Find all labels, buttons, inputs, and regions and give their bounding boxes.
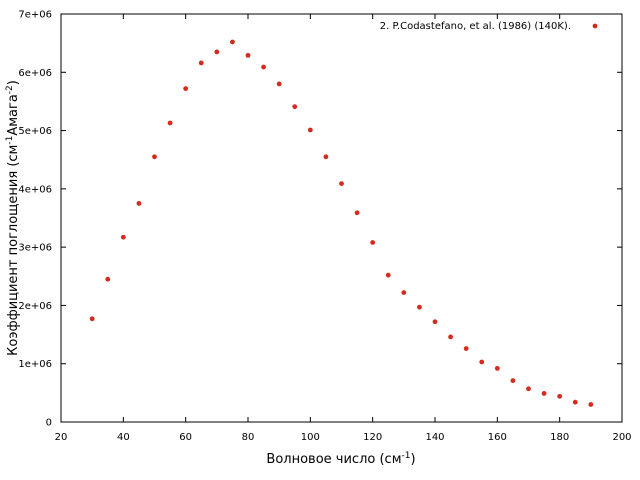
data-point: [214, 49, 220, 55]
data-point: [136, 201, 142, 206]
data-point: [339, 181, 344, 187]
x-axis: 20 40 60 80 100 120 140 160 180 200: [55, 14, 632, 443]
y-axis-title-sup2: -2: [5, 85, 15, 94]
y-axis-title-main: Коэффициент поглощения (см: [6, 145, 21, 356]
y-axis-title-mid: Амага: [6, 94, 21, 135]
y-axis-title: Коэффициент поглощения (см-1Амага-2): [5, 80, 21, 356]
legend-label: 2. P.Codastefano, et al. (1986) (140K).: [380, 21, 571, 32]
data-point: [323, 154, 329, 160]
x-tick-label: 100: [301, 432, 320, 443]
y-axis-title-tail: ): [6, 80, 21, 85]
legend: 2. P.Codastefano, et al. (1986) (140K).: [380, 21, 598, 32]
x-tick-label: 20: [55, 432, 68, 443]
y-tick-label: 0: [46, 418, 52, 429]
x-tick-label: 120: [363, 432, 382, 443]
data-point: [245, 52, 251, 58]
plot-frame: [60, 13, 623, 423]
y-tick-label: 6e+06: [18, 68, 52, 79]
data-point: [541, 391, 547, 396]
data-point: [354, 210, 360, 216]
data-point: [588, 402, 594, 407]
y-axis: 0 1e+06 2e+06 3e+06 4e+06 5e+06 6e+06 7e+06: [18, 10, 622, 429]
x-tick-label: 80: [242, 432, 255, 443]
x-tick-label: 200: [612, 432, 631, 443]
x-tick-label: 140: [425, 432, 444, 443]
data-point: [479, 359, 485, 365]
data-point: [370, 240, 376, 245]
data-point: [432, 319, 438, 325]
data-point: [261, 64, 266, 70]
data-point: [167, 120, 173, 126]
x-axis-title-tail: ): [410, 452, 415, 467]
data-point: [385, 272, 391, 278]
y-tick-label: 3e+06: [18, 243, 52, 254]
x-tick-label: 40: [117, 432, 130, 443]
data-point: [276, 81, 282, 87]
data-series: [89, 39, 594, 407]
data-point: [463, 346, 469, 351]
data-point: [494, 365, 500, 371]
x-axis-title-sup: -1: [402, 451, 411, 461]
y-tick-label: 5e+06: [18, 126, 52, 137]
y-tick-label: 7e+06: [18, 10, 52, 21]
data-point: [557, 393, 563, 399]
data-point: [105, 276, 111, 282]
data-point: [448, 334, 453, 340]
y-tick-label: 4e+06: [18, 184, 52, 195]
y-tick-label: 1e+06: [18, 359, 52, 370]
data-point: [292, 104, 298, 110]
data-point: [89, 316, 95, 322]
data-point: [198, 60, 204, 66]
data-point: [120, 234, 126, 240]
y-tick-label: 2e+06: [18, 301, 52, 312]
legend-marker: [592, 23, 598, 29]
x-tick-label: 60: [179, 432, 192, 443]
x-tick-label: 160: [488, 432, 507, 443]
data-point: [572, 399, 578, 405]
y-axis-title-sup1: -1: [5, 136, 15, 145]
x-tick-label: 180: [550, 432, 569, 443]
data-point: [307, 127, 313, 133]
x-axis-title-main: Волновое число (см: [266, 452, 401, 467]
data-point: [526, 386, 531, 392]
data-point: [417, 304, 422, 310]
data-point: [183, 86, 189, 92]
data-point: [230, 39, 235, 45]
data-point: [510, 378, 516, 384]
data-point: [152, 154, 157, 160]
x-axis-title: Волновое число (см-1): [266, 451, 415, 467]
data-point: [401, 290, 407, 296]
